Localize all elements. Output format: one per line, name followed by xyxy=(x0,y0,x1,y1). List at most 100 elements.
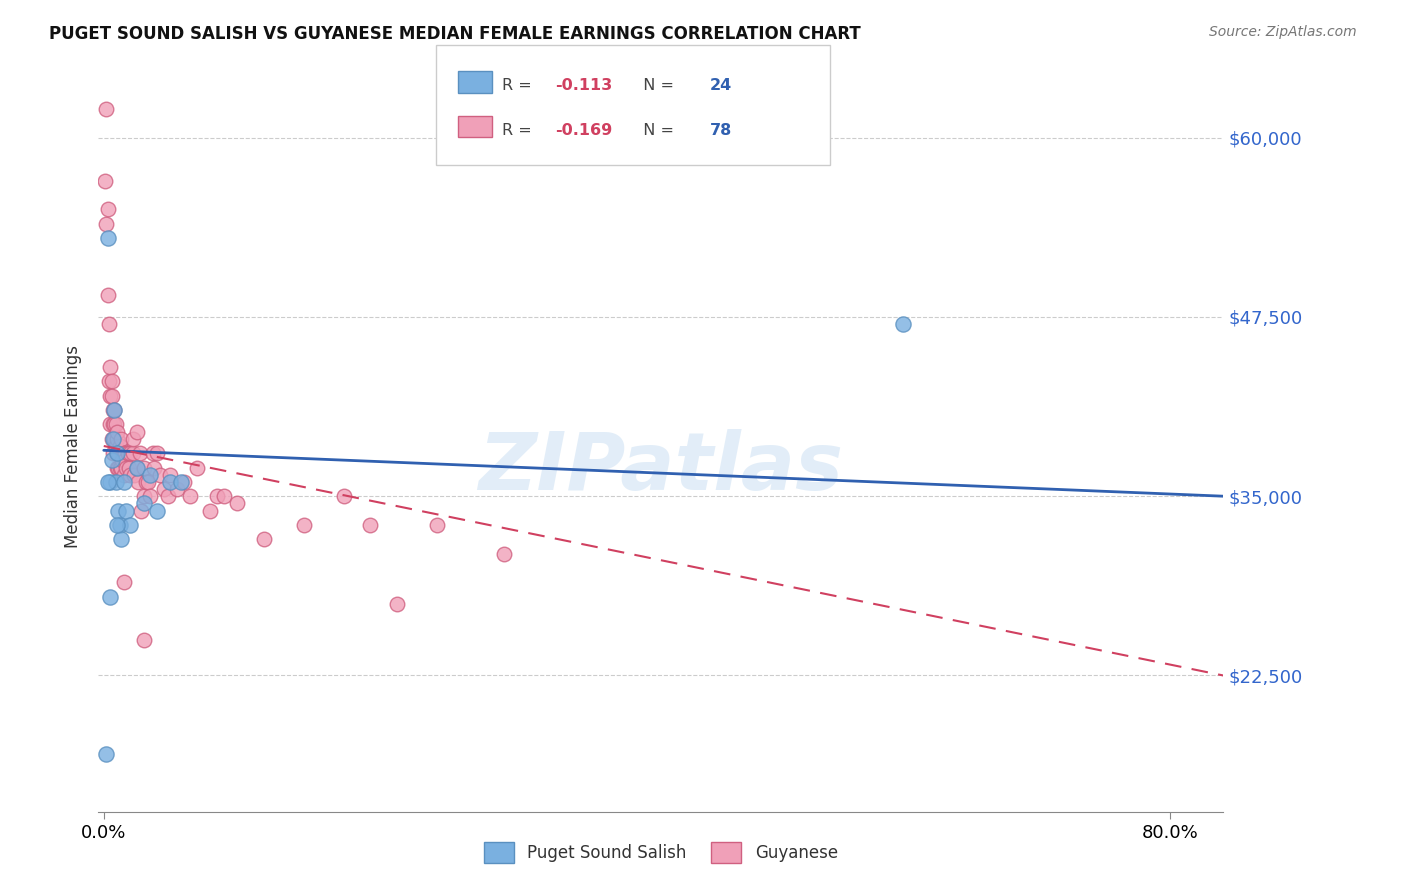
Point xyxy=(125,425,148,439)
Point xyxy=(128,446,150,460)
Text: N =: N = xyxy=(633,123,679,138)
Point xyxy=(105,432,128,446)
Point xyxy=(124,467,146,482)
Point xyxy=(108,517,131,532)
Point xyxy=(112,575,135,590)
Point xyxy=(101,432,124,446)
Text: 78: 78 xyxy=(710,123,733,138)
Point xyxy=(893,317,915,331)
Point xyxy=(159,475,181,489)
Point xyxy=(97,475,120,489)
Point xyxy=(120,446,142,460)
Point xyxy=(98,375,121,389)
Point xyxy=(111,453,134,467)
Point xyxy=(107,503,129,517)
Point xyxy=(146,503,169,517)
Point xyxy=(152,482,174,496)
Point xyxy=(186,460,208,475)
Point xyxy=(100,389,122,403)
Point xyxy=(149,467,172,482)
Point xyxy=(105,446,128,460)
Point xyxy=(107,446,129,460)
Point xyxy=(117,446,139,460)
Point xyxy=(112,446,135,460)
Text: 24: 24 xyxy=(710,78,733,94)
Point xyxy=(120,517,142,532)
Point xyxy=(132,460,155,475)
Point xyxy=(139,489,162,503)
Point xyxy=(159,467,181,482)
Point xyxy=(200,503,222,517)
Point xyxy=(96,102,118,116)
Point xyxy=(173,475,195,489)
Point xyxy=(108,439,131,453)
Text: N =: N = xyxy=(633,78,679,94)
Point xyxy=(96,217,118,231)
Point xyxy=(156,489,179,503)
Y-axis label: Median Female Earnings: Median Female Earnings xyxy=(65,344,83,548)
Point xyxy=(132,632,155,647)
Point xyxy=(110,460,132,475)
Text: -0.169: -0.169 xyxy=(555,123,613,138)
Point xyxy=(146,446,169,460)
Point xyxy=(100,360,122,375)
Point xyxy=(103,432,125,446)
Point xyxy=(101,417,124,432)
Point xyxy=(100,432,122,446)
Point xyxy=(359,517,381,532)
Point xyxy=(170,475,193,489)
Point xyxy=(385,597,408,611)
Point xyxy=(101,446,124,460)
Point xyxy=(104,417,127,432)
Point xyxy=(98,317,121,331)
Point xyxy=(125,460,148,475)
Point xyxy=(108,460,131,475)
Point xyxy=(103,403,125,417)
Point xyxy=(114,453,136,467)
Point xyxy=(212,489,235,503)
Point xyxy=(107,460,129,475)
Point xyxy=(114,446,136,460)
Point xyxy=(97,288,120,302)
Point xyxy=(100,590,122,604)
Point xyxy=(118,460,141,475)
Point xyxy=(226,496,249,510)
Point xyxy=(100,453,122,467)
Point xyxy=(115,503,138,517)
Point xyxy=(100,389,122,403)
Point xyxy=(205,489,228,503)
Legend: Puget Sound Salish, Guyanese: Puget Sound Salish, Guyanese xyxy=(477,836,845,869)
Text: PUGET SOUND SALISH VS GUYANESE MEDIAN FEMALE EARNINGS CORRELATION CHART: PUGET SOUND SALISH VS GUYANESE MEDIAN FE… xyxy=(49,25,860,43)
Point xyxy=(166,482,188,496)
Text: Source: ZipAtlas.com: Source: ZipAtlas.com xyxy=(1209,25,1357,39)
Point xyxy=(115,460,138,475)
Point xyxy=(105,517,128,532)
Point xyxy=(117,446,139,460)
Point xyxy=(101,403,124,417)
Point xyxy=(143,460,166,475)
Point xyxy=(127,475,149,489)
Point xyxy=(253,533,276,547)
Point xyxy=(100,375,122,389)
Point xyxy=(179,489,201,503)
Point xyxy=(332,489,354,503)
Point xyxy=(139,467,162,482)
Point xyxy=(103,403,125,417)
Text: -0.113: -0.113 xyxy=(555,78,613,94)
Point xyxy=(97,202,120,217)
Point xyxy=(122,432,145,446)
Text: R =: R = xyxy=(502,123,537,138)
Text: R =: R = xyxy=(502,78,537,94)
Point xyxy=(122,446,145,460)
Point xyxy=(100,475,122,489)
Point xyxy=(110,533,132,547)
Point xyxy=(104,475,127,489)
Point xyxy=(492,547,515,561)
Text: ZIPatlas: ZIPatlas xyxy=(478,429,844,507)
Point xyxy=(129,503,152,517)
Point xyxy=(132,496,155,510)
Point xyxy=(125,460,148,475)
Point xyxy=(112,475,135,489)
Point xyxy=(112,467,135,482)
Point xyxy=(100,417,122,432)
